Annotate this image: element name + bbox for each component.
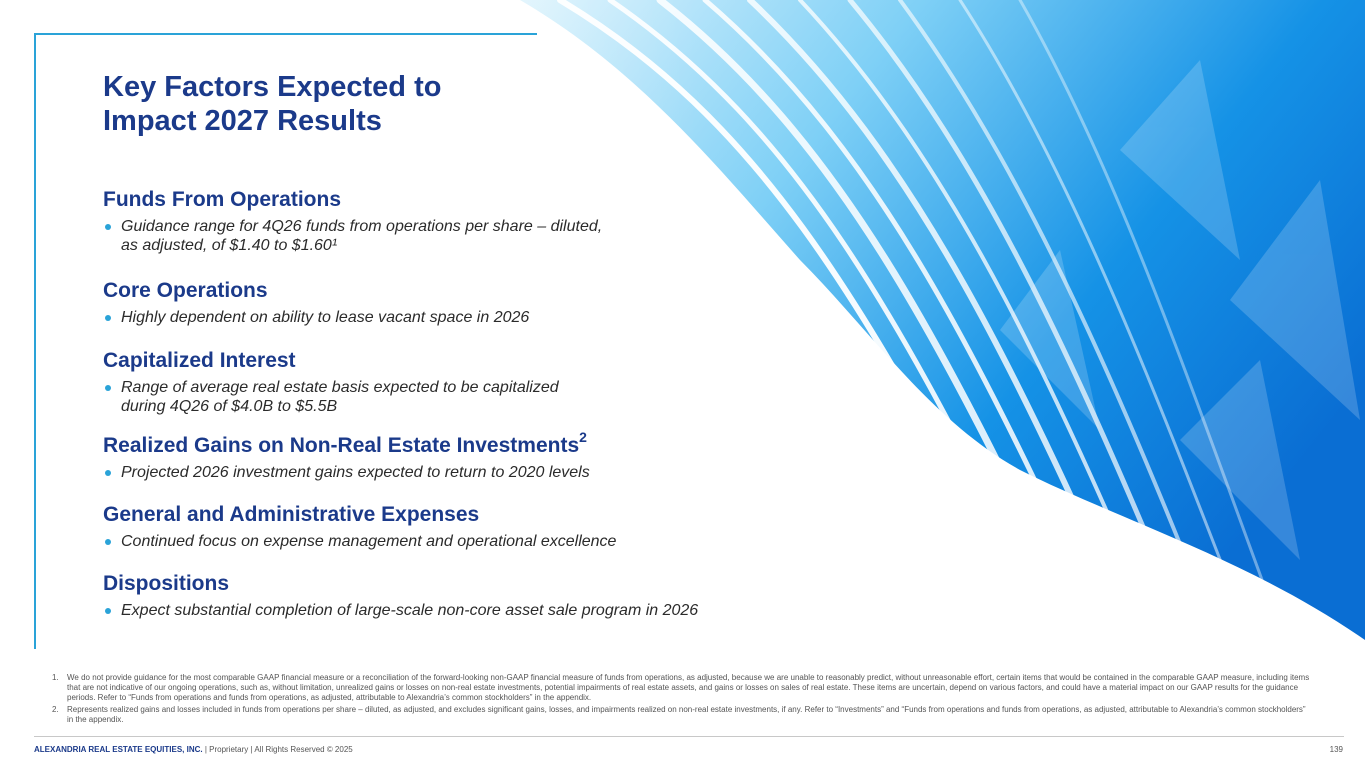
company-name: ALEXANDRIA REAL ESTATE EQUITIES, INC. (34, 745, 203, 754)
frame-left-line (34, 33, 36, 649)
section-bullet: Guidance range for 4Q26 funds from opera… (103, 217, 602, 255)
section-realized-gains: Realized Gains on Non-Real Estate Invest… (103, 426, 590, 482)
section-heading: Capitalized Interest (103, 349, 296, 372)
section-capitalized-interest: Capitalized Interest Range of average re… (103, 341, 559, 416)
footnote-2: 2. Represents realized gains and losses … (52, 705, 1306, 724)
section-general-administrative: General and Administrative Expenses Cont… (103, 495, 616, 551)
footer-divider (34, 736, 1344, 737)
section-core-operations: Core Operations Highly dependent on abil… (103, 271, 529, 327)
footer-copyright: ALEXANDRIA REAL ESTATE EQUITIES, INC. | … (34, 745, 353, 754)
section-bullet: Range of average real estate basis expec… (103, 378, 559, 416)
frame-top-line (34, 33, 537, 35)
section-heading: General and Administrative Expenses (103, 503, 480, 526)
slide-title-line-1: Key Factors Expected to (103, 71, 442, 103)
section-bullet: Continued focus on expense management an… (103, 532, 616, 551)
footnote-ref-2: 2 (579, 429, 587, 445)
section-bullet: Highly dependent on ability to lease vac… (103, 308, 529, 327)
section-dispositions: Dispositions Expect substantial completi… (103, 564, 698, 620)
section-heading: Dispositions (103, 572, 230, 595)
section-heading: Funds From Operations (103, 188, 342, 211)
footnotes: 1. We do not provide guidance for the mo… (52, 673, 1314, 727)
section-heading: Realized Gains on Non-Real Estate Invest… (103, 429, 587, 457)
section-funds-from-operations: Funds From Operations Guidance range for… (103, 180, 602, 255)
section-bullet: Expect substantial completion of large-s… (103, 601, 698, 620)
footnote-1: 1. We do not provide guidance for the mo… (52, 673, 1310, 702)
section-bullet: Projected 2026 investment gains expected… (103, 463, 590, 482)
page-number: 139 (1329, 745, 1343, 754)
slide-title: Key Factors Expected to Impact 2027 Resu… (103, 70, 441, 138)
section-heading: Core Operations (103, 279, 268, 302)
slide-title-line-2: Impact 2027 Results (103, 105, 382, 137)
